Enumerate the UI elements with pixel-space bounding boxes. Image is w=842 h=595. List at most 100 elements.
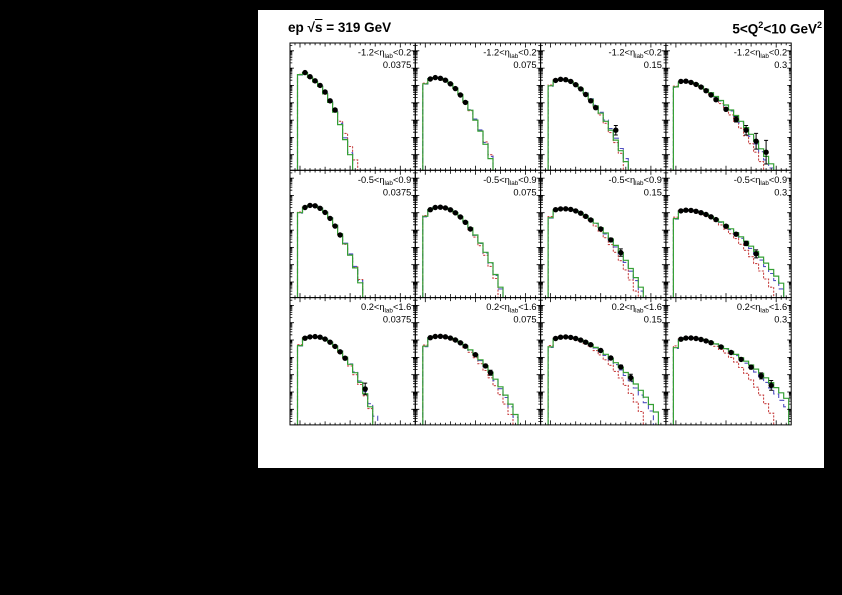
panel-r1c1: -1.2<ηlab<0.20.03751010-110-310-5P(N)H1	[289, 42, 416, 171]
data-marker	[337, 232, 343, 238]
data-marker	[598, 347, 604, 354]
data-marker	[723, 106, 729, 112]
q2-range-label: 5<Q2<10 GeV2	[732, 20, 822, 37]
data-marker	[588, 217, 594, 223]
data-marker	[452, 85, 459, 92]
data-marker	[427, 207, 433, 213]
data-marker	[763, 149, 769, 155]
data-marker	[588, 98, 594, 104]
y-bin-label: 0.1501020N	[644, 315, 662, 325]
data-marker	[733, 116, 739, 123]
data-marker	[442, 205, 449, 211]
data-marker	[703, 338, 709, 344]
eta-range-label: -0.5<ηlab<0.9	[358, 175, 411, 187]
data-marker	[432, 333, 438, 340]
data-marker	[573, 335, 579, 342]
data-marker	[573, 208, 579, 214]
data-marker	[467, 226, 474, 232]
djangoh-hist	[547, 78, 629, 171]
data-marker	[688, 79, 694, 86]
data-marker	[432, 204, 438, 211]
data-marker	[312, 333, 318, 340]
data-marker	[573, 82, 579, 88]
data-marker	[317, 82, 323, 89]
h1-data-points	[302, 333, 368, 396]
y-ticks	[665, 45, 792, 168]
data-marker	[753, 138, 759, 144]
djangoh-hist	[672, 209, 785, 298]
data-marker	[758, 373, 764, 379]
data-marker	[307, 74, 313, 80]
data-marker	[557, 334, 564, 340]
y-bin-label: 0.075	[513, 187, 536, 197]
data-marker	[693, 335, 699, 342]
h1-data-points	[552, 206, 624, 257]
data-marker	[457, 214, 464, 220]
y-bin-label: 0.075	[513, 60, 536, 70]
data-marker	[683, 78, 689, 84]
data-marker	[312, 203, 318, 209]
y-ticks	[540, 299, 666, 422]
rapgap-hist	[296, 71, 354, 171]
data-marker	[327, 98, 333, 104]
data-marker	[568, 334, 574, 341]
data-marker	[317, 205, 323, 211]
y-ticks	[540, 45, 666, 168]
data-marker	[362, 386, 368, 392]
data-marker	[552, 207, 559, 213]
data-marker	[588, 342, 594, 348]
data-marker	[713, 216, 719, 223]
data-marker	[437, 204, 444, 210]
data-marker	[447, 207, 454, 213]
data-marker	[557, 206, 564, 212]
data-marker	[332, 223, 338, 229]
data-marker	[563, 334, 569, 340]
data-marker	[698, 84, 704, 90]
panel-r1c4: -1.2<ηlab<0.20.3	[665, 42, 792, 171]
data-marker	[427, 76, 433, 82]
x-ticks	[545, 170, 662, 298]
data-marker	[728, 349, 734, 356]
data-marker	[583, 91, 589, 98]
eta-range-label: -1.2<ηlab<0.2	[483, 48, 536, 60]
data-marker	[568, 206, 574, 213]
data-marker	[688, 335, 694, 341]
data-marker	[708, 340, 714, 346]
data-marker	[583, 213, 589, 219]
y-bin-label: 0.07501020N	[513, 315, 536, 325]
data-marker	[447, 335, 454, 341]
x-ticks	[545, 43, 662, 171]
x-ticks	[294, 43, 411, 171]
data-marker	[432, 74, 438, 81]
data-marker	[743, 127, 749, 133]
panel-r2c3: -0.5<ηlab<0.90.15	[540, 169, 667, 299]
data-marker	[457, 340, 464, 346]
djangoh-hist	[422, 206, 504, 298]
h1-data-points	[427, 74, 469, 106]
data-marker	[723, 223, 729, 229]
data-marker	[447, 81, 454, 87]
y-ticks	[290, 45, 416, 168]
h1-data-points	[427, 204, 474, 232]
data-marker	[487, 370, 494, 376]
x-ticks	[670, 43, 787, 171]
beam-energy-label: ep √s = 319 GeV	[288, 20, 391, 35]
data-marker	[678, 336, 684, 342]
data-marker	[718, 344, 724, 350]
data-marker	[608, 355, 614, 361]
y-ticks	[290, 172, 416, 295]
djangoh-hist	[547, 208, 644, 298]
data-marker	[307, 334, 313, 340]
data-marker	[437, 75, 444, 81]
y-bin-label: 0.03751010-110-310-5P(N)01020N	[383, 315, 411, 325]
djangoh-hist	[422, 77, 494, 171]
eta-range-label: 0.2<ηlab<1.6	[486, 302, 536, 314]
y-ticks	[665, 299, 792, 422]
eta-range-label: -0.5<ηlab<0.9	[483, 175, 536, 187]
h1-data-points	[678, 335, 774, 391]
eta-range-label: -0.5<ηlab<0.9	[609, 175, 662, 187]
sqrt-s: s	[314, 20, 323, 35]
panel-r3c1: 0.2<ηlab<1.60.03751010-110-310-5P(N)0102…	[289, 297, 416, 426]
y-bin-label: 0.3	[774, 60, 787, 70]
data-marker	[713, 97, 719, 103]
